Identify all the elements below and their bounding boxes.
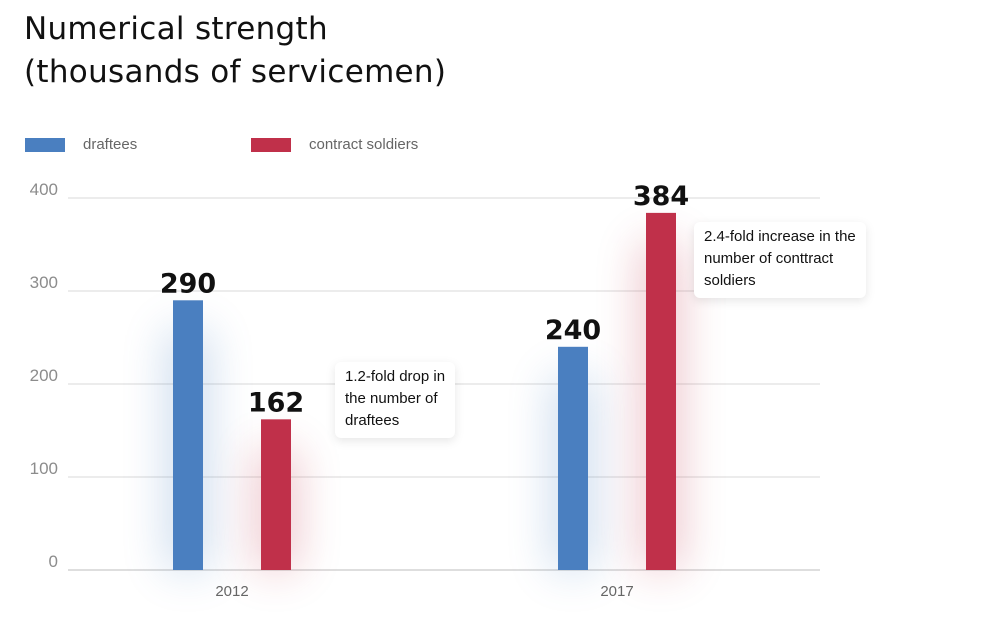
bar-draftees-2012 [173,300,203,570]
value-label-draftees-2012: 290 [160,268,216,299]
annotation-draftees-drop-line-3: draftees [345,412,400,429]
legend-item-contract-soldiers: contract soldiers [251,136,418,153]
annotation-contract-increase: 2.4-fold increase in the number of contt… [694,222,866,298]
annotation-draftees-drop-line-1: 1.2-fold drop in [345,368,446,385]
y-tick-label-100: 100 [30,459,58,478]
value-label-draftees-2017: 240 [545,315,601,346]
annotation-contract-increase-line-3: soldiers [704,272,756,289]
annotation-contract-increase-line-1: 2.4-fold increase in the [704,228,856,245]
bars [173,212,676,570]
bar-contract-soldiers-2012 [261,419,291,570]
y-axis-tick-labels: 0 100 200 300 400 [30,180,58,571]
chart-title-line-1: Numerical strength [24,11,328,47]
annotation-contract-increase-line-2: number of conttract [704,250,834,267]
x-tick-label-2012: 2012 [215,583,248,600]
chart-title: Numerical strength (thousands of service… [24,8,446,94]
chart-title-line-2: (thousands of servicemen) [24,54,447,90]
y-tick-label-400: 400 [30,180,58,199]
bar-draftees-2017 [558,346,588,570]
annotation-draftees-drop-line-2: the number of [345,390,438,407]
legend-label-draftees: draftees [83,136,138,153]
legend-label-contract-soldiers: contract soldiers [309,136,419,153]
value-labels: 290 162 240 384 [160,181,689,418]
legend-item-draftees: draftees [25,136,137,153]
x-tick-label-2017: 2017 [600,583,633,600]
value-label-contract-soldiers-2012: 162 [248,387,304,418]
legend-swatch-contract-soldiers [251,137,291,152]
bar-contract-soldiers-2017 [646,212,676,570]
legend-swatch-draftees [25,137,65,152]
x-axis-tick-labels: 2012 2017 [215,583,633,600]
y-tick-label-0: 0 [49,552,58,571]
value-label-contract-soldiers-2017: 384 [633,181,689,212]
y-tick-label-200: 200 [30,366,58,385]
annotation-draftees-drop: 1.2-fold drop in the number of draftees [335,362,456,438]
y-tick-label-300: 300 [30,273,58,292]
